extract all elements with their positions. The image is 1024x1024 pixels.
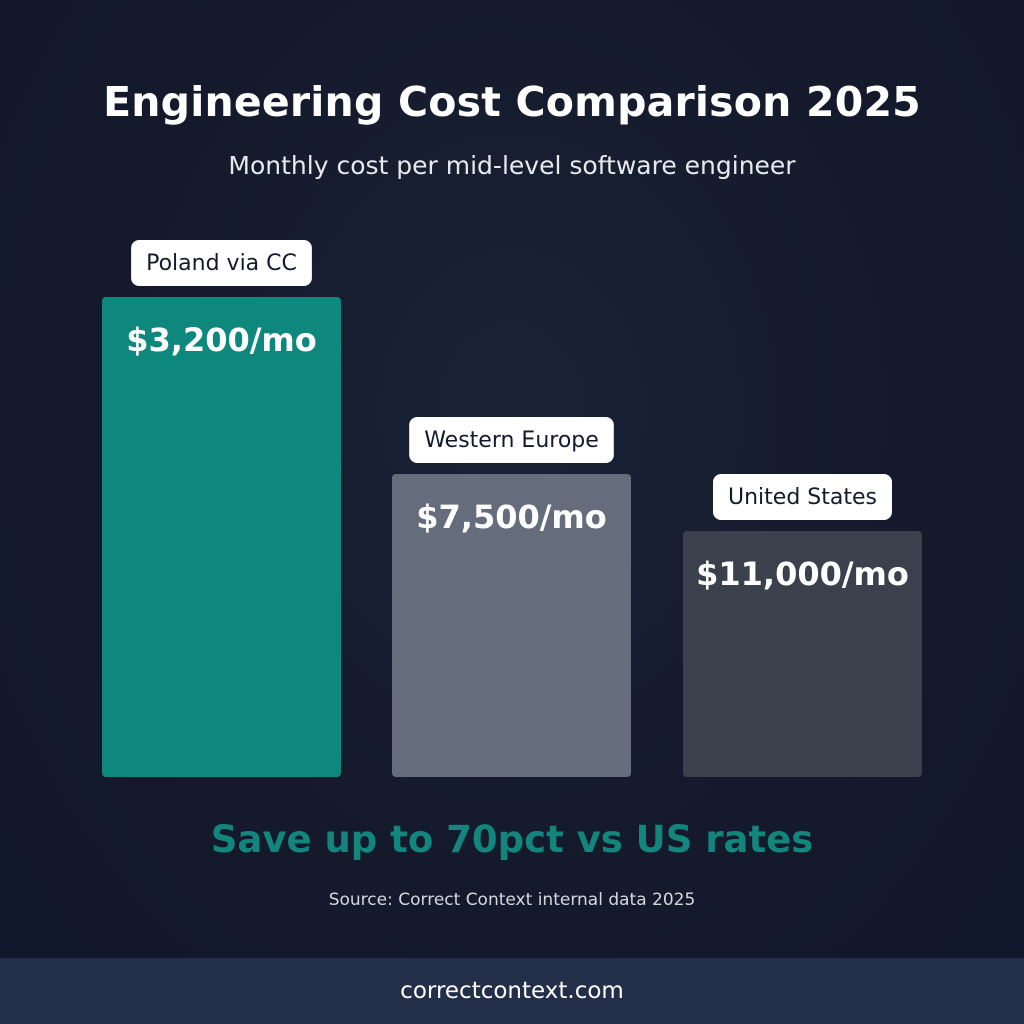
- bar-value-label-0: $3,200/mo: [126, 321, 317, 359]
- footer-website-link[interactable]: correctcontext.com: [400, 978, 624, 1004]
- footer-bar: correctcontext.com: [0, 958, 1024, 1024]
- chart-title: Engineering Cost Comparison 2025: [103, 78, 921, 126]
- chart-subtitle: Monthly cost per mid-level software engi…: [228, 151, 796, 180]
- bar-1: [392, 474, 631, 777]
- category-label-1: Western Europe: [424, 428, 599, 453]
- category-pill-0: [131, 240, 312, 286]
- category-pill-2: [713, 474, 892, 520]
- bar-value-label-1: $7,500/mo: [416, 498, 607, 536]
- category-pill-1: [409, 417, 614, 463]
- category-label-0: Poland via CC: [146, 251, 297, 276]
- savings-tagline: Save up to 70pct vs US rates: [210, 818, 814, 861]
- bar-0: [102, 297, 341, 777]
- bar-2: [683, 531, 922, 777]
- bar-value-label-2: $11,000/mo: [696, 555, 909, 593]
- source-note: Source: Correct Context internal data 20…: [328, 890, 696, 910]
- category-label-2: United States: [728, 485, 877, 510]
